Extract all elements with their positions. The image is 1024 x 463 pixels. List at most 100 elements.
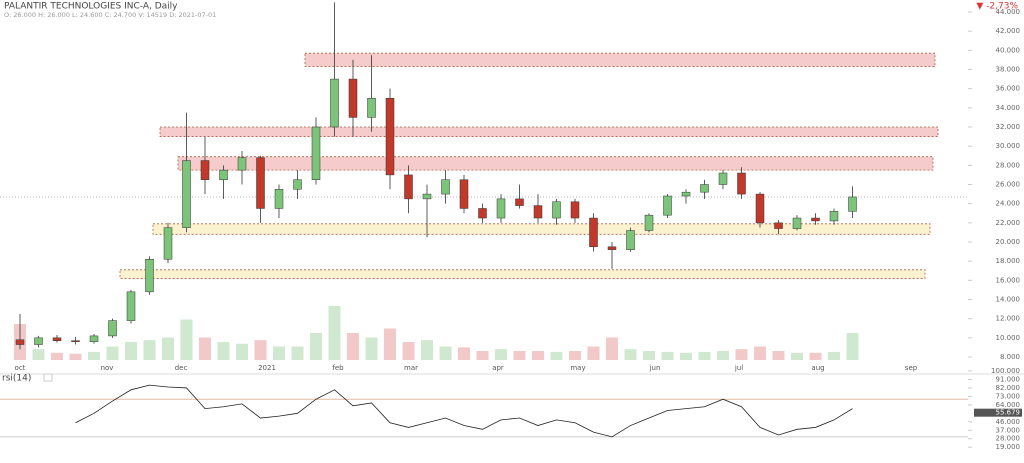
volume-bar [717,351,729,360]
candle-body [552,201,561,219]
volume-bar [347,333,359,360]
candle-body [718,172,728,185]
y-tick-label: 26.000 [996,181,1021,189]
y-tick-label: 18.000 [996,257,1021,265]
candle-body [52,337,62,341]
x-tick-label: sep [905,364,918,372]
candle-body [681,191,691,197]
rsi-current-label: 55.679 [996,409,1021,417]
volume-bar [88,351,100,360]
volume-bar [125,342,137,360]
volume-bar [846,333,859,360]
candle-body [441,179,450,195]
candle-body [330,78,339,128]
x-tick-label: mar [404,364,418,372]
rsi-current-box [974,408,1022,417]
candle-body [533,205,543,219]
close-button[interactable] [43,373,53,382]
rsi-tick-label: 73.000 [996,392,1021,400]
volume-bar [532,351,544,360]
volume-bar [69,353,82,360]
x-tick-label: oct [15,364,26,372]
x-tick-label: aug [811,364,824,372]
candle-body [293,179,302,190]
candle-body [108,320,117,337]
candle-body [811,217,820,222]
zone [119,269,926,279]
y-tick-label: 40.000 [996,46,1021,54]
y-tick-label: 20.000 [996,238,1021,246]
candle-body [570,201,580,219]
y-tick-label: 12.000 [996,315,1021,323]
volume-bar [513,351,526,360]
y-tick-label: 8.000 [1000,353,1020,361]
volume-bar [273,346,285,360]
rsi-tick-label: 82.000 [996,384,1021,392]
volume-bar [791,352,803,360]
chart-title: PALANTIR TECHNOLOGIES INC-A, Daily [4,2,178,12]
volume-bar [291,346,304,360]
volume-bar [32,349,45,360]
x-tick-label: nov [101,364,114,372]
candle-body [89,335,99,342]
candle-body [219,169,228,180]
candle-body [774,222,783,229]
candle-body [459,179,469,209]
volume-bar [569,351,581,360]
candle-body [737,172,746,195]
rsi-tick-label: 28.000 [996,435,1021,443]
volume-bar [476,351,489,360]
candle-body [663,195,672,216]
volume-bar [236,343,248,360]
candle-body [256,157,265,209]
volume-bar [754,346,766,360]
y-tick-label: 16.000 [996,276,1021,284]
volume-bar [624,349,637,360]
candle-body [15,339,25,345]
candle-body [422,193,432,200]
volume-bar [143,340,156,360]
candle-body [792,217,802,229]
ohlc-line: O: 26.000 H: 26.000 L: 24.600 C: 24.700 … [4,11,216,19]
candle-body [626,230,635,250]
candle-body [145,259,154,293]
volume-bar [162,337,174,360]
rsi-tick-label: 91.000 [996,375,1021,383]
candle-body [126,291,136,321]
volume-bar [772,351,785,360]
zone [177,156,934,171]
candle-body [848,196,857,212]
volume-bar [254,340,267,360]
candle-body [607,246,617,250]
y-tick-label: 22.000 [996,219,1021,227]
zone [159,126,939,137]
volume-bar [384,328,396,360]
x-tick-label: may [570,364,585,372]
zone [152,223,931,235]
y-tick-label: 44.000 [996,8,1021,16]
volume-bar [365,337,378,360]
candle-body [478,208,487,219]
rsi-tick-label: 46.000 [996,418,1021,426]
volume-bar [661,351,674,360]
rsi-tick-label: 64.000 [996,401,1021,409]
y-tick-label: 28.000 [996,161,1021,169]
candle-body [644,214,654,231]
y-tick-label: 24.000 [996,200,1021,208]
rsi-tick-label: 37.000 [996,426,1021,434]
y-tick-label: 32.000 [996,123,1021,131]
candle-body [163,227,173,260]
zone [304,52,936,68]
rsi-tick-label: 100.000 [991,367,1020,375]
y-tick-label: 34.000 [996,104,1021,112]
volume-bar [643,351,655,360]
candle-body [755,193,765,224]
rsi-tick-label: 19.000 [996,443,1021,451]
volume-bar [495,349,507,360]
candle-body [182,160,191,228]
volume-bar [550,351,563,360]
x-tick-label: 2021 [258,364,276,372]
candle-body [311,126,321,180]
volume-bar [680,352,692,360]
